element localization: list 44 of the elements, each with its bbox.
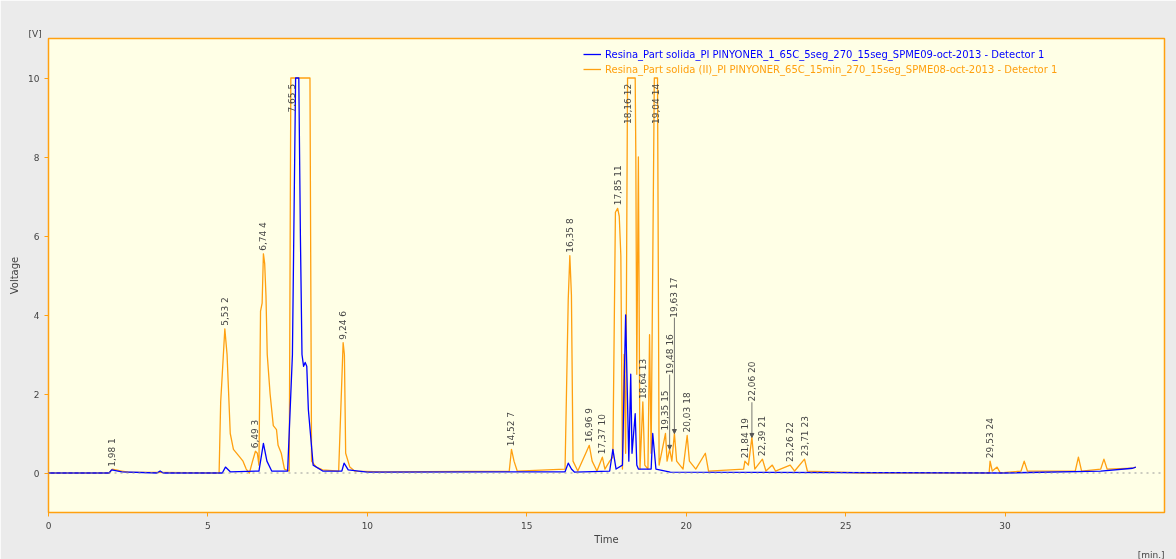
x-tick-label: 5	[205, 520, 211, 531]
y-tick-label: 2	[33, 389, 40, 400]
y-tick-label: 8	[33, 152, 40, 163]
line-series	[48, 77, 1137, 474]
text: [min.]	[1137, 549, 1165, 559]
annotation: 19,48 16	[664, 333, 675, 375]
x-tick-label: 20	[680, 520, 693, 531]
annotation: 7,65 5	[287, 83, 298, 113]
annotation: 23,26 22	[785, 422, 796, 463]
annotation: 23,71 23	[799, 416, 810, 457]
annotation: 16,35 8	[564, 218, 575, 253]
x-axis-title: Time	[593, 533, 619, 545]
annotation: 17,37 10	[597, 413, 608, 455]
annotation: 6,74 4	[258, 221, 269, 251]
x-tick-label: 25	[839, 520, 852, 531]
annotation: 22,39 21	[757, 416, 768, 457]
annotation: 17,85 11	[612, 165, 623, 206]
y-axis-title: Voltage	[9, 256, 21, 295]
annotation: 1,98 1	[106, 438, 117, 467]
annotation: 29,53 24	[985, 417, 996, 459]
annotation: 16,96 9	[584, 407, 595, 443]
annotation: 20,03 18	[682, 392, 693, 433]
text: [V]	[28, 28, 42, 39]
annotation: 21,84 19	[739, 417, 750, 459]
y-tick-label: 0	[33, 468, 40, 479]
x-tick-label: 0	[45, 520, 52, 531]
annotation: 22,06 20	[746, 361, 757, 402]
annotation: 14,52 7	[506, 411, 517, 447]
annotation: 19,04 14	[650, 83, 661, 124]
y-tick-label: 4	[33, 310, 40, 321]
annotation: 5,53 2	[219, 297, 230, 326]
annotation: 6,49 3	[250, 419, 261, 449]
annotation: 9,24 6	[338, 310, 349, 340]
x-tick-label: 15	[521, 520, 533, 531]
annotation: 18,64 13	[637, 358, 648, 399]
legend-label: Resina_Part solida_PI PINYONER_1_65C_5seg_270_15seg_SPME09-oct-2013 - Detector 1	[605, 48, 1045, 60]
x-tick-label: 10	[361, 520, 374, 531]
x-tick-label: 30	[999, 520, 1012, 531]
annotation: 18,16 12	[622, 83, 633, 124]
legend-label: Resina_Part solida (II)_PI PINYONER_65C_15min_270_15seg_SPME08-oct-2013 - Detector 1	[605, 63, 1058, 75]
annotation: 19,35 15	[660, 390, 671, 431]
y-tick-label: 10	[28, 73, 40, 84]
annotation: 19,63 17	[669, 277, 680, 318]
y-tick-label: 6	[33, 231, 40, 242]
